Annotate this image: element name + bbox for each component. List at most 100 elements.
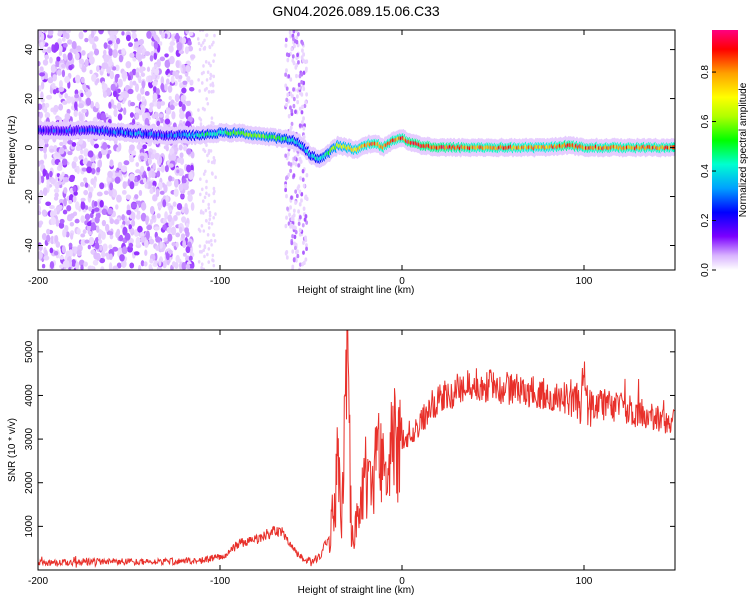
spectrogram-cell [58, 198, 64, 205]
spectrogram-cell [84, 182, 89, 188]
spectrogram-cell [139, 60, 143, 67]
spectrogram-cell [73, 110, 78, 117]
spectrogram-y-axis: -40 -20 0 20 40 [24, 44, 675, 253]
spectrogram-y-tick-label: 40 [24, 44, 35, 56]
spectrogram-cell [113, 107, 118, 117]
spectrogram-cell [57, 30, 64, 35]
spectrogram-cell [197, 260, 201, 264]
spectrogram-cell [59, 141, 64, 147]
spectrogram-cell [182, 252, 187, 257]
spectrogram-cell [128, 242, 134, 248]
spectrogram-cell [187, 100, 191, 106]
spectrogram-cell [78, 58, 85, 65]
spectrogram-cell [287, 172, 291, 178]
spectrogram-cell [75, 145, 81, 152]
spectrogram-cell [169, 41, 176, 46]
spectrogram-cell [63, 177, 70, 183]
spectrogram-cell [154, 111, 159, 119]
spectrogram-cell [301, 262, 304, 267]
spectrogram-cell [209, 238, 213, 243]
spectrogram-cell [80, 201, 86, 210]
spectrogram-cell [206, 252, 209, 257]
spectrogram-cell [43, 255, 50, 261]
spectrogram-cell [173, 214, 178, 221]
spectrogram-cell [84, 213, 91, 221]
snr-x-tick-label: -100 [210, 576, 230, 587]
spectrogram-cell [197, 108, 200, 112]
spectrogram-cell [80, 264, 84, 270]
spectrogram-cell [129, 156, 135, 163]
spectrogram-cell [295, 73, 298, 79]
spectrogram-cell [185, 223, 190, 228]
spectrogram-cell [175, 60, 180, 69]
spectrogram-cell [190, 151, 195, 159]
snr-x-tick-label: 100 [576, 576, 593, 587]
spectrogram-cell [162, 260, 167, 269]
spectrogram-cell [62, 53, 67, 59]
spectrogram-cell [93, 48, 100, 56]
spectrogram-cell [125, 221, 130, 226]
spectrogram-cell [158, 258, 162, 267]
spectrogram-cell [39, 159, 45, 165]
spectrogram-cell [49, 247, 54, 254]
spectrogram-cell [91, 167, 96, 175]
spectrogram-cell [144, 249, 148, 256]
spectrogram-cell [288, 30, 292, 35]
spectrogram-cell [153, 34, 159, 41]
spectrogram-cell [298, 202, 302, 207]
spectrogram-cell [155, 236, 161, 243]
colorbar-tick-label: 0.4 [700, 164, 711, 178]
spectrogram-cell [58, 86, 65, 93]
spectrogram-cell [67, 39, 73, 45]
spectrogram-cell [149, 55, 154, 62]
snr-panel: -200 -100 0 100 1000 2000 3000 4000 5000 Height… [7, 329, 676, 596]
spectrogram-cell [154, 226, 160, 231]
spectrogram-cell [211, 253, 215, 258]
spectrogram-cell [292, 87, 295, 92]
spectrogram-cell [205, 179, 208, 184]
spectrogram-cell [295, 30, 299, 34]
spectrogram-cell [38, 204, 41, 213]
spectrogram-cell [175, 254, 180, 263]
spectrogram-cell [60, 63, 66, 68]
spectrogram-cell [200, 224, 204, 228]
spectrogram-cell [128, 173, 135, 182]
spectrogram-cell [129, 101, 136, 107]
spectrogram-cell [148, 170, 152, 179]
spectrogram-cell [119, 234, 124, 242]
spectrogram-cell [46, 228, 51, 235]
spectrogram-cell [90, 265, 95, 270]
spectrogram-cell [49, 88, 54, 94]
spectrogram-cell [80, 76, 85, 84]
spectrogram-cell [138, 78, 142, 84]
spectrogram-cell [205, 219, 208, 223]
spectrogram-cell [140, 72, 146, 77]
spectrogram-cell [164, 118, 171, 125]
spectrogram-cell [86, 166, 92, 174]
spectrogram-cell [74, 218, 80, 224]
spectrogram-cell [40, 32, 45, 42]
spectrogram-cell [196, 37, 200, 41]
spectrogram-cell [54, 192, 59, 198]
spectrogram-cell [206, 70, 210, 75]
spectrogram-cell [200, 250, 203, 254]
spectrogram-cell [181, 87, 187, 94]
spectrogram-cell [98, 30, 104, 35]
spectrogram-cell [45, 172, 50, 181]
spectrogram-cell [116, 262, 122, 269]
spectrogram-cell [303, 103, 307, 109]
spectrogram-cell [128, 42, 133, 48]
spectrogram-y-tick-label: 20 [24, 93, 35, 105]
spectrogram-cell [61, 37, 66, 42]
spectrogram-cell [301, 104, 304, 110]
spectrogram-cell [204, 60, 208, 64]
spectrogram-cell [163, 237, 168, 242]
spectrogram-cell [49, 56, 53, 64]
spectrogram-cell [100, 112, 106, 121]
spectrogram-cell [58, 80, 63, 89]
spectrogram-cell [207, 247, 211, 251]
spectrogram-cell [108, 244, 113, 250]
colorbar-tick-label: 0.6 [700, 114, 711, 128]
spectrogram-cell [84, 239, 90, 244]
spectrogram-cell [149, 205, 155, 215]
